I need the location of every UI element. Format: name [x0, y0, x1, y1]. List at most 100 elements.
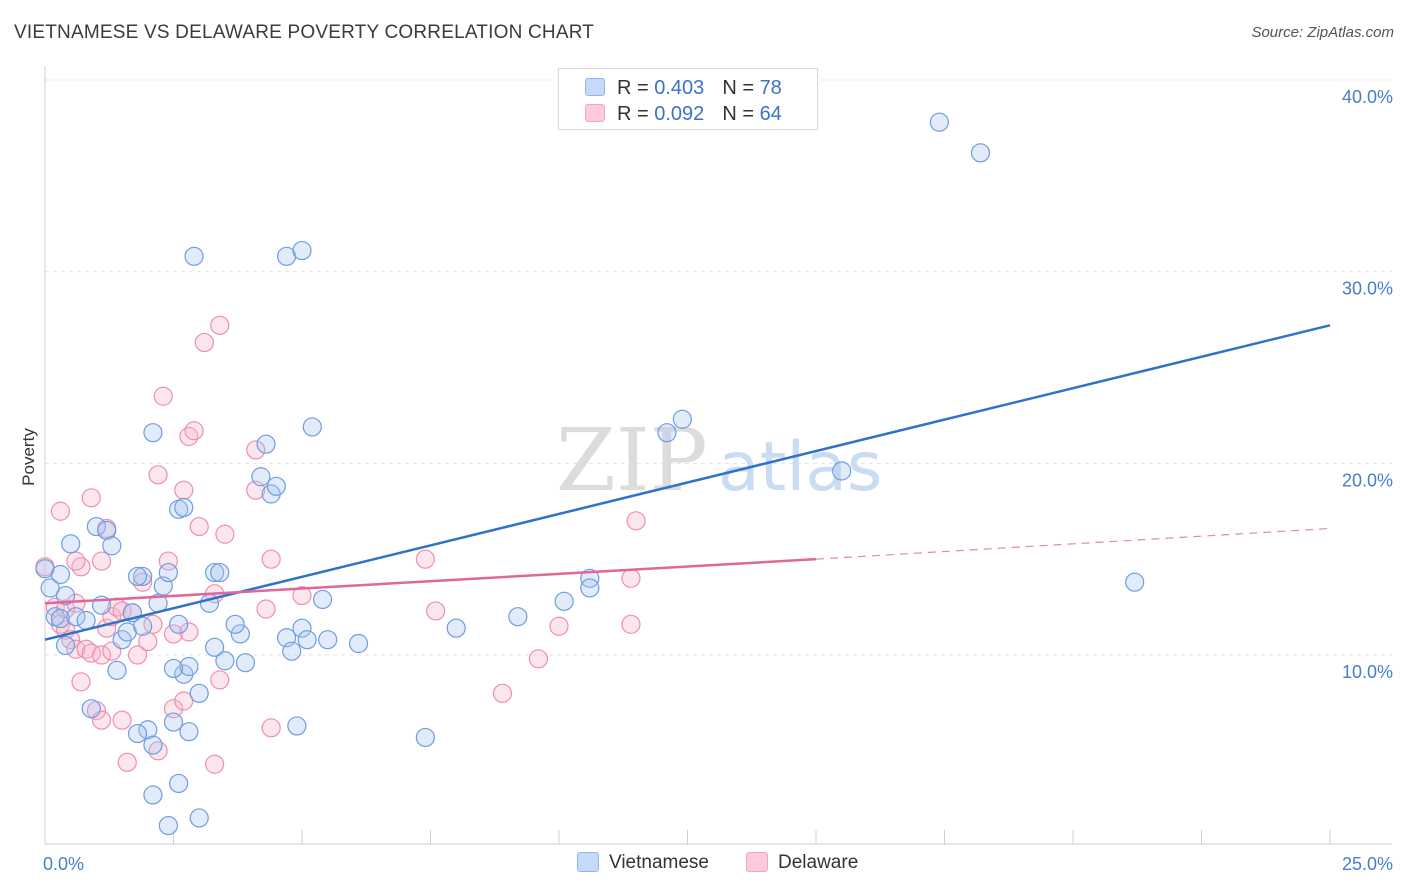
- vietnamese-point: [86, 516, 107, 537]
- vietnamese-point: [657, 423, 677, 443]
- x-tick-label: 0.0%: [43, 854, 84, 874]
- vietnamese-point: [143, 735, 163, 755]
- vietnamese-trend-line: [44, 324, 1331, 641]
- delaware-point: [189, 516, 209, 537]
- legend-r-label: R =: [617, 77, 655, 99]
- vietnamese-point: [580, 578, 600, 598]
- legend-r-value: 0.403: [654, 77, 705, 99]
- vietnamese-point: [312, 589, 333, 610]
- watermark: ZIP atlas: [556, 411, 882, 511]
- vietnamese-point: [266, 476, 286, 496]
- vietnamese-point: [55, 585, 76, 606]
- delaware-trend-extension: [815, 527, 1331, 560]
- delaware-point: [256, 599, 276, 619]
- vietnamese-point: [61, 534, 81, 554]
- delaware-point: [112, 710, 132, 730]
- delaware-point: [179, 426, 199, 447]
- vietnamese-point: [184, 246, 204, 266]
- delaware-point: [184, 421, 204, 441]
- vietnamese-point: [163, 658, 184, 679]
- delaware-point: [210, 315, 230, 335]
- vietnamese-point: [970, 143, 991, 163]
- x-tick-label: 25.0%: [1342, 854, 1393, 874]
- vietnamese-point: [292, 618, 312, 638]
- vietnamese-point: [189, 808, 209, 828]
- delaware-point: [138, 631, 158, 652]
- chart-title: VIETNAMESE VS DELAWARE POVERTY CORRELATI…: [14, 22, 595, 43]
- vietnamese-point: [158, 562, 178, 583]
- delaware-point: [292, 585, 312, 606]
- delaware-point: [215, 524, 235, 544]
- vietnamese-point: [446, 618, 466, 638]
- legend-n-value: 64: [759, 103, 782, 125]
- gridlines: [45, 79, 1392, 656]
- vietnamese-point: [230, 624, 250, 644]
- vietnamese-point: [302, 417, 322, 437]
- delaware-point: [66, 639, 86, 659]
- legend: R = 0.403 N = 78 R = 0.092 N = 64: [558, 68, 818, 130]
- delaware-point: [621, 568, 641, 588]
- vietnamese-point: [169, 614, 189, 634]
- vietnamese-point: [292, 240, 312, 261]
- bottom-legend-vietnamese: Vietnamese: [577, 852, 709, 874]
- y-axis-label: Poverty: [19, 428, 38, 486]
- delaware-point: [50, 501, 71, 521]
- vietnamese-point: [179, 656, 199, 677]
- y-tick-label: 10.0%: [1342, 662, 1393, 682]
- vietnamese-point: [174, 497, 194, 518]
- trend-lines: [44, 324, 1331, 641]
- delaware-point: [194, 332, 214, 353]
- delaware-point: [426, 601, 446, 621]
- tick-labels: 10.0% 20.0% 30.0% 40.0% 0.0% 25.0%: [43, 87, 1393, 874]
- vietnamese-point: [163, 712, 184, 732]
- delaware-point: [91, 645, 112, 665]
- delaware-point: [492, 683, 513, 703]
- vietnamese-point: [97, 520, 117, 541]
- chart-source: Source: ZipAtlas.com: [1251, 24, 1394, 41]
- vietnamese-point: [102, 536, 122, 556]
- vietnamese-point: [929, 112, 949, 132]
- vietnamese-point: [143, 423, 163, 443]
- vietnamese-point: [1125, 572, 1145, 592]
- y-tick-label: 40.0%: [1342, 87, 1393, 107]
- delaware-point: [174, 480, 194, 500]
- vietnamese-point: [235, 653, 256, 673]
- delaware-point: [179, 622, 199, 642]
- vietnamese-point: [50, 608, 71, 629]
- bottom-legend-label-delaware: Delaware: [778, 852, 859, 873]
- vietnamese-point: [297, 630, 317, 650]
- delaware-point: [71, 672, 91, 692]
- y-tick-label: 30.0%: [1342, 279, 1393, 299]
- delaware-point: [153, 386, 173, 406]
- delaware-point: [148, 741, 168, 761]
- delaware-point: [261, 718, 281, 738]
- vietnamese-point: [672, 409, 692, 429]
- delaware-point: [626, 511, 646, 531]
- delaware-point: [71, 557, 91, 577]
- delaware-point: [127, 645, 148, 665]
- vietnamese-point: [205, 637, 225, 657]
- delaware-point: [163, 699, 184, 719]
- delaware-point: [66, 551, 86, 571]
- bottom-legend-swatch-delaware: [746, 852, 768, 872]
- vietnamese-point: [107, 660, 127, 680]
- vietnamese-point: [225, 614, 245, 634]
- vietnamese-point: [189, 683, 209, 703]
- delaware-point: [158, 551, 178, 571]
- vietnamese-point: [210, 562, 230, 583]
- delaware-point: [549, 616, 569, 636]
- delaware-point: [205, 754, 225, 774]
- legend-n-label: N =: [722, 103, 760, 125]
- delaware-point: [210, 670, 230, 690]
- bottom-legend-label-vietnamese: Vietnamese: [609, 852, 709, 873]
- vietnamese-point: [138, 720, 158, 740]
- delaware-point: [117, 752, 137, 772]
- vietnamese-point: [133, 566, 153, 587]
- legend-swatch-delaware: [585, 104, 605, 122]
- vietnamese-point: [251, 467, 271, 487]
- delaware-point: [246, 440, 266, 460]
- vietnamese-point: [55, 635, 76, 656]
- vietnamese-point: [554, 591, 574, 611]
- legend-n-value: 78: [759, 77, 782, 99]
